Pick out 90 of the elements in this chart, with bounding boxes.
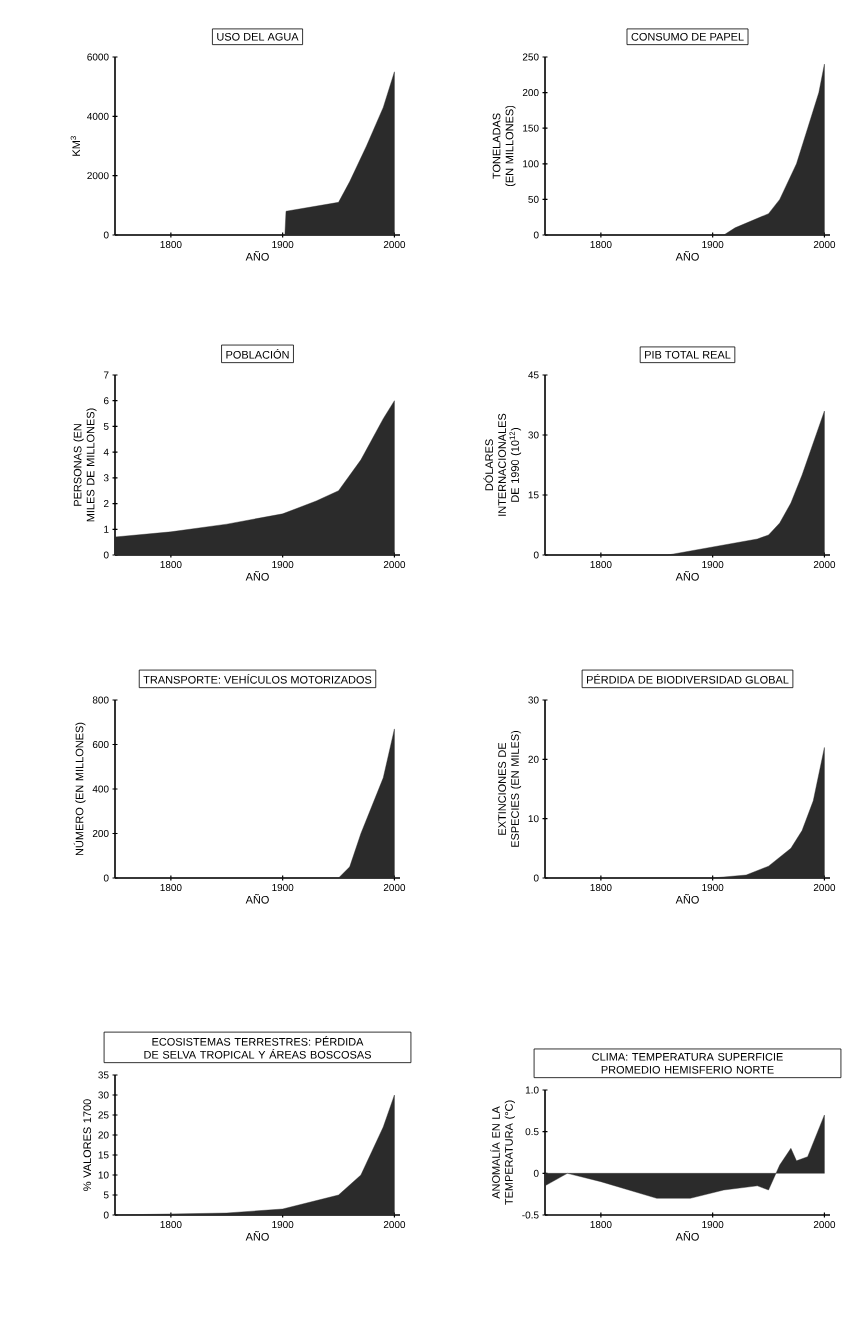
y-tick-label: 50 (528, 195, 539, 203)
y-tick-label: 0 (103, 231, 109, 239)
x-tick-label: 1900 (702, 884, 724, 892)
y-tick-label: 4 (103, 448, 109, 456)
y-tick-label: 2000 (87, 172, 109, 180)
x-tick-label: 1800 (160, 241, 182, 249)
chart-title: POBLACIÓN (226, 349, 289, 359)
y-tick-label: 30 (98, 1091, 109, 1099)
y-tick-label: -0.5 (522, 1211, 539, 1219)
y-tick-label: 10 (528, 815, 539, 823)
x-tick-label: 1900 (702, 1221, 724, 1229)
x-axis-title: AÑO (245, 570, 269, 581)
x-tick-label: 2000 (813, 1221, 836, 1229)
x-axis-title: AÑO (675, 893, 699, 904)
y-tick-label: 0.5 (525, 1128, 539, 1136)
y-axis-title: NÚMERO (EN MILLONES) (73, 722, 86, 856)
x-tick-label: 2000 (383, 241, 406, 249)
y-tick-label: 10 (98, 1171, 109, 1179)
chart-title: USO DEL AGUA (217, 32, 299, 41)
y-tick-label: 6 (103, 397, 109, 405)
x-tick-label: 1900 (702, 241, 724, 249)
chart-title: TRANSPORTE: VEHÍCULOS MOTORIZADOS (143, 674, 372, 684)
x-tick-label: 2000 (813, 241, 836, 249)
y-tick-label: 6000 (87, 53, 109, 61)
x-tick-label: 1900 (272, 1221, 294, 1229)
y-tick-label: 20 (98, 1131, 109, 1139)
y-tick-label: 250 (522, 53, 539, 61)
x-tick-label: 1900 (272, 561, 294, 569)
y-tick-label: 200 (522, 89, 539, 97)
x-tick-label: 1800 (590, 884, 612, 892)
x-tick-label: 2000 (813, 884, 836, 892)
x-tick-label: 1800 (590, 1221, 612, 1229)
y-tick-label: 800 (92, 696, 109, 704)
chart-title: ECOSISTEMAS TERRESTRES: PÉRDIDA DE SELVA TROPICAL Y ÁREAS BOSCOSAS (144, 1036, 371, 1059)
y-tick-label: 150 (523, 124, 539, 132)
y-tick-label: 0 (103, 874, 109, 882)
x-tick-label: 2000 (383, 884, 406, 892)
y-tick-label: 2 (103, 500, 109, 508)
y-tick-label: 4000 (87, 112, 109, 120)
x-tick-label: 1800 (590, 241, 612, 249)
x-axis-title: AÑO (675, 570, 699, 581)
y-tick-label: 15 (98, 1151, 109, 1159)
chart-title: PIB TOTAL REAL (645, 350, 731, 359)
y-axis-title: ANOMALÍA EN LA TEMPERATURA (°C) (490, 1100, 515, 1205)
y-tick-label: 200 (92, 829, 109, 838)
y-tick-label: 0 (103, 551, 109, 559)
x-axis-title: AÑO (675, 1230, 699, 1241)
x-axis-title: AÑO (675, 250, 699, 261)
x-axis-title: AÑO (245, 1230, 269, 1241)
y-tick-label: 0 (533, 551, 539, 559)
chart-title: CLIMA: TEMPERATURA SUPERFICIE PROMEDIO HEMISFERIO NORTE (592, 1052, 783, 1074)
x-tick-label: 1800 (160, 1221, 182, 1229)
y-axis-title: PERSONAS (EN MILES DE MILLONES) (73, 408, 97, 522)
chart-title: CONSUMO DE PAPEL (631, 32, 744, 41)
x-tick-label: 2000 (383, 561, 406, 569)
x-tick-label: 1800 (160, 884, 182, 892)
y-tick-label: 0 (103, 1211, 109, 1219)
y-tick-label: 100 (523, 160, 539, 168)
y-tick-label: 7 (103, 371, 109, 379)
x-axis-title: AÑO (245, 893, 269, 904)
x-axis-title: AÑO (245, 250, 269, 261)
y-tick-label: 600 (92, 740, 109, 749)
y-tick-label: 25 (98, 1111, 109, 1119)
x-tick-label: 1900 (272, 884, 294, 892)
chart-title: PÉRDIDA DE BIODIVERSIDAD GLOBAL (587, 674, 789, 684)
x-tick-label: 2000 (813, 561, 836, 569)
x-tick-label: 1900 (702, 561, 724, 569)
y-axis-title: TONELADAS (EN MILLONES) (492, 105, 516, 187)
x-tick-label: 1800 (590, 561, 612, 569)
y-axis-title: % VALORES 1700 (83, 1099, 92, 1191)
y-tick-label: 20 (528, 755, 539, 763)
y-tick-label: 0 (533, 231, 539, 239)
x-tick-label: 1900 (272, 241, 294, 249)
y-tick-label: 30 (528, 431, 539, 439)
y-axis-title: KM$^{3}$ (70, 136, 80, 156)
x-tick-label: 1800 (160, 561, 182, 569)
y-tick-label: 15 (528, 491, 539, 499)
x-tick-label: 2000 (383, 1221, 406, 1229)
y-tick-label: 30 (528, 696, 539, 704)
y-tick-label: 45 (528, 371, 539, 379)
y-tick-label: 3 (103, 474, 109, 482)
y-tick-label: 5 (103, 1191, 109, 1199)
y-tick-label: 1 (104, 525, 109, 533)
y-tick-label: 0 (533, 1169, 539, 1177)
y-tick-label: 400 (92, 785, 109, 793)
y-tick-label: 35 (98, 1071, 109, 1079)
y-tick-label: 1.0 (525, 1086, 539, 1094)
y-tick-label: 5 (103, 422, 109, 430)
y-tick-label: 0 (533, 874, 539, 882)
y-axis-title: EXTINCIONES DE ESPECIES (EN MILES) (498, 730, 522, 847)
